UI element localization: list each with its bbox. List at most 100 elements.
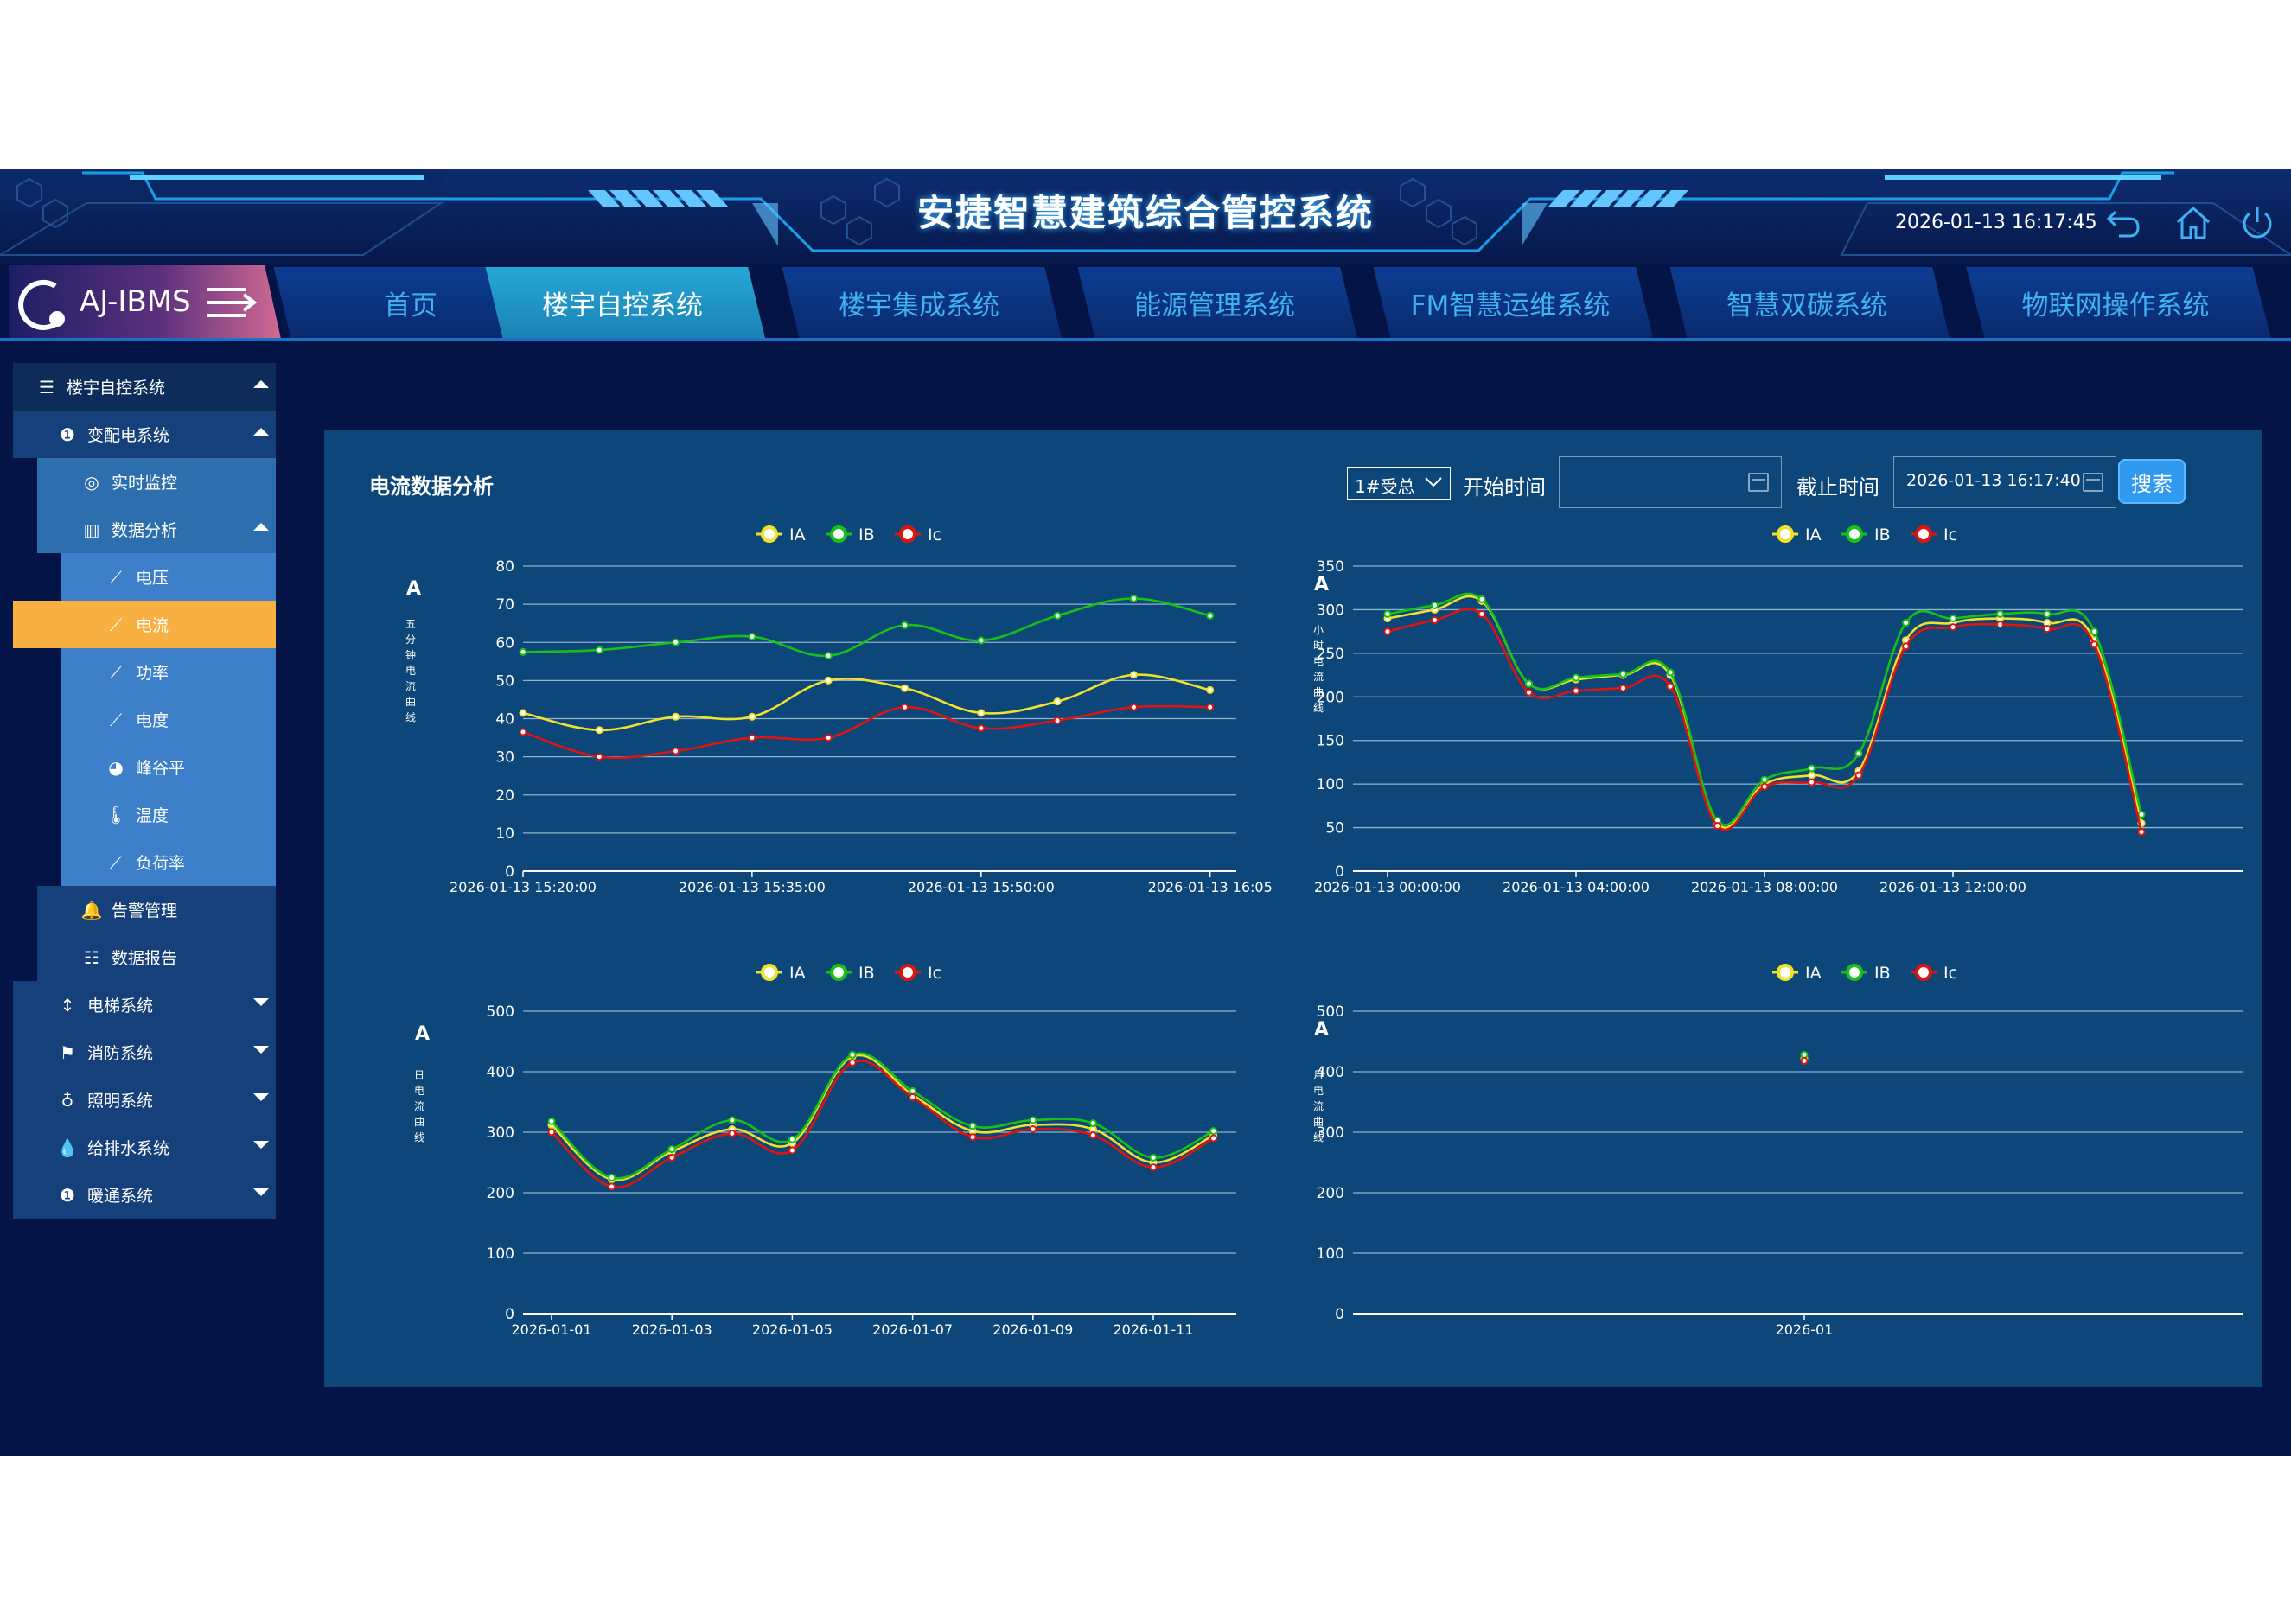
sidebar-item-label: 实时监控	[112, 474, 178, 493]
data-point-ic	[672, 747, 680, 755]
sidebar-item-water[interactable]: 💧 给排水系统	[13, 1124, 276, 1171]
hourly-current-chart: IA IB Ic A 小时电流曲线 0 50 100 150 200 250 300 350 2026-0…	[1313, 525, 2243, 895]
data-point-ia	[2043, 619, 2052, 627]
calendar-icon[interactable]	[1748, 473, 1769, 492]
x-tick-label: 2026-01-07	[872, 1321, 953, 1338]
sidebar-item-label: 数据分析	[112, 521, 178, 540]
legend-label: IA	[789, 525, 806, 545]
sidebar-item-label: 电度	[136, 711, 169, 730]
sidebar-item-hvac[interactable]: ❶ 暖通系统	[13, 1171, 276, 1219]
data-point-ib	[1619, 670, 1627, 678]
data-point-ib	[1525, 679, 1533, 688]
y-tick-label: 10	[495, 825, 514, 843]
data-point-ic	[1808, 778, 1816, 787]
power-icon[interactable]	[2237, 203, 2277, 243]
line-chart-icon: ⟋	[110, 851, 122, 873]
tab-dual-carbon[interactable]: 智慧双碳系统	[1669, 267, 1950, 338]
legend-marker	[1915, 964, 1932, 981]
legend-marker	[1846, 525, 1863, 543]
search-button[interactable]: 搜索	[2118, 459, 2186, 504]
y-tick-label: 200	[487, 1185, 514, 1202]
data-point-ib	[1760, 775, 1769, 784]
sidebar-item-elevator[interactable]: ↕ 电梯系统	[13, 981, 276, 1029]
data-point-ic	[1477, 609, 1486, 618]
meter-select[interactable]: 1#受总	[1347, 467, 1451, 500]
axis-unit-label: A	[406, 578, 421, 600]
data-point-ic	[1902, 642, 1910, 651]
x-tick-label: 2026-01-03	[632, 1321, 712, 1338]
sidebar-item-label: 变配电系统	[87, 426, 170, 445]
y-tick-label: 0	[1335, 1306, 1344, 1323]
tab-energy-management[interactable]: 能源管理系统	[1077, 267, 1357, 338]
data-point-ia	[595, 726, 603, 735]
y-tick-label: 50	[1325, 820, 1344, 837]
data-point-ib	[519, 647, 527, 656]
y-axis-label: 日电流曲线	[414, 1069, 424, 1143]
legend-label: IA	[789, 964, 806, 983]
data-point-ia	[1053, 697, 1062, 706]
sidebar-item-label: 照明系统	[87, 1092, 154, 1111]
y-tick-label: 300	[1317, 1124, 1344, 1142]
x-tick-label: 2026-01-13 08:00:00	[1691, 879, 1838, 895]
sidebar-item-realtime[interactable]: ◎ 实时监控	[37, 458, 276, 506]
y-tick-label: 100	[1317, 1245, 1344, 1263]
thermometer-icon: 🌡	[105, 804, 127, 825]
data-point-ic	[2043, 625, 2052, 634]
data-point-ib	[1206, 611, 1215, 620]
y-tick-label: 350	[1317, 558, 1344, 576]
sidebar-item-temperature[interactable]: 🌡 温度	[61, 791, 276, 838]
sidebar-item-lighting[interactable]: ♁ 照明系统	[13, 1076, 276, 1124]
sidebar-item-voltage[interactable]: ⟋ 电压	[61, 553, 276, 601]
menu-toggle-icon[interactable]	[206, 284, 259, 321]
sidebar-item-fire[interactable]: ⚑ 消防系统	[13, 1029, 276, 1076]
sidebar-item-current[interactable]: ⟋ 电流	[13, 601, 276, 648]
app-window: 安捷智慧建筑综合管控系统 2026-01-13 16:17:45 AJ-IBMS	[0, 169, 2291, 1456]
sidebar-item-load-rate[interactable]: ⟋ 负荷率	[61, 838, 276, 886]
expand-arrow-icon	[253, 998, 269, 1006]
five-minute-current-chart: IA IB Ic A 五分钟电流曲线 0 10 20 30 40 50 60 70 80 2026-01-1…	[405, 525, 1273, 895]
sidebar-item-peak-valley[interactable]: ◕ 峰谷平	[61, 743, 276, 791]
y-tick-label: 100	[1317, 776, 1344, 793]
sidebar-item-label: 电梯系统	[87, 997, 154, 1016]
monthly-current-chart: IA IB Ic A 月电流曲线 0 100 200 300 400 500 2026-01	[1313, 964, 2243, 1338]
data-point-ic	[728, 1129, 737, 1137]
chevron-down-icon	[1425, 477, 1442, 487]
sidebar-item-report[interactable]: ☷ 数据报告	[37, 933, 276, 981]
series-line-ic	[551, 1060, 1215, 1188]
tab-iot-os[interactable]: 物联网操作系统	[1966, 267, 2271, 338]
meter-select-value: 1#受总	[1355, 476, 1415, 497]
tab-building-automation[interactable]: 楼宇自控系统	[485, 267, 765, 338]
data-point-ic	[1383, 627, 1392, 636]
axis-unit-label: A	[415, 1023, 430, 1045]
bar-chart-icon: ▥	[83, 519, 100, 540]
sidebar-item-data-analysis[interactable]: ▥ 数据分析	[37, 506, 276, 553]
end-time-input[interactable]: 2026-01-13 16:17:40	[1893, 456, 2116, 508]
brand-logo[interactable]: AJ-IBMS	[9, 265, 281, 339]
data-point-ib	[824, 652, 833, 660]
calendar-icon[interactable]	[2083, 473, 2103, 492]
series-line-ic	[1387, 608, 2143, 832]
data-point-ib	[1383, 609, 1392, 618]
tab-building-integration[interactable]: 楼宇集成系统	[782, 267, 1062, 338]
home-icon[interactable]	[2173, 203, 2213, 243]
sidebar-item-alarm[interactable]: 🔔 告警管理	[37, 886, 276, 933]
data-point-ib	[901, 621, 909, 629]
sidebar-item-label: 告警管理	[112, 901, 178, 920]
data-point-ic	[977, 724, 986, 733]
sidebar-item-energy[interactable]: ⟋ 电度	[61, 696, 276, 743]
data-point-ic	[1206, 703, 1215, 711]
back-icon[interactable]	[2103, 203, 2143, 243]
expand-arrow-icon	[253, 1093, 269, 1101]
y-tick-label: 400	[487, 1064, 514, 1081]
tab-fm-operations[interactable]: FM智慧运维系统	[1373, 267, 1653, 338]
series-line-ib	[522, 597, 1210, 658]
sidebar-item-power[interactable]: ⟋ 功率	[61, 648, 276, 696]
nav-divider	[0, 338, 2291, 341]
y-tick-label: 500	[487, 1003, 514, 1021]
legend-label: IA	[1805, 525, 1822, 545]
sidebar-item-power-distribution[interactable]: ❶ 变配电系统	[13, 411, 276, 458]
start-time-input[interactable]	[1559, 456, 1782, 508]
sidebar-item-building-automation[interactable]: ☰ 楼宇自控系统	[13, 363, 276, 411]
series-line-ia	[522, 673, 1210, 732]
data-point-ib	[1800, 1050, 1809, 1059]
